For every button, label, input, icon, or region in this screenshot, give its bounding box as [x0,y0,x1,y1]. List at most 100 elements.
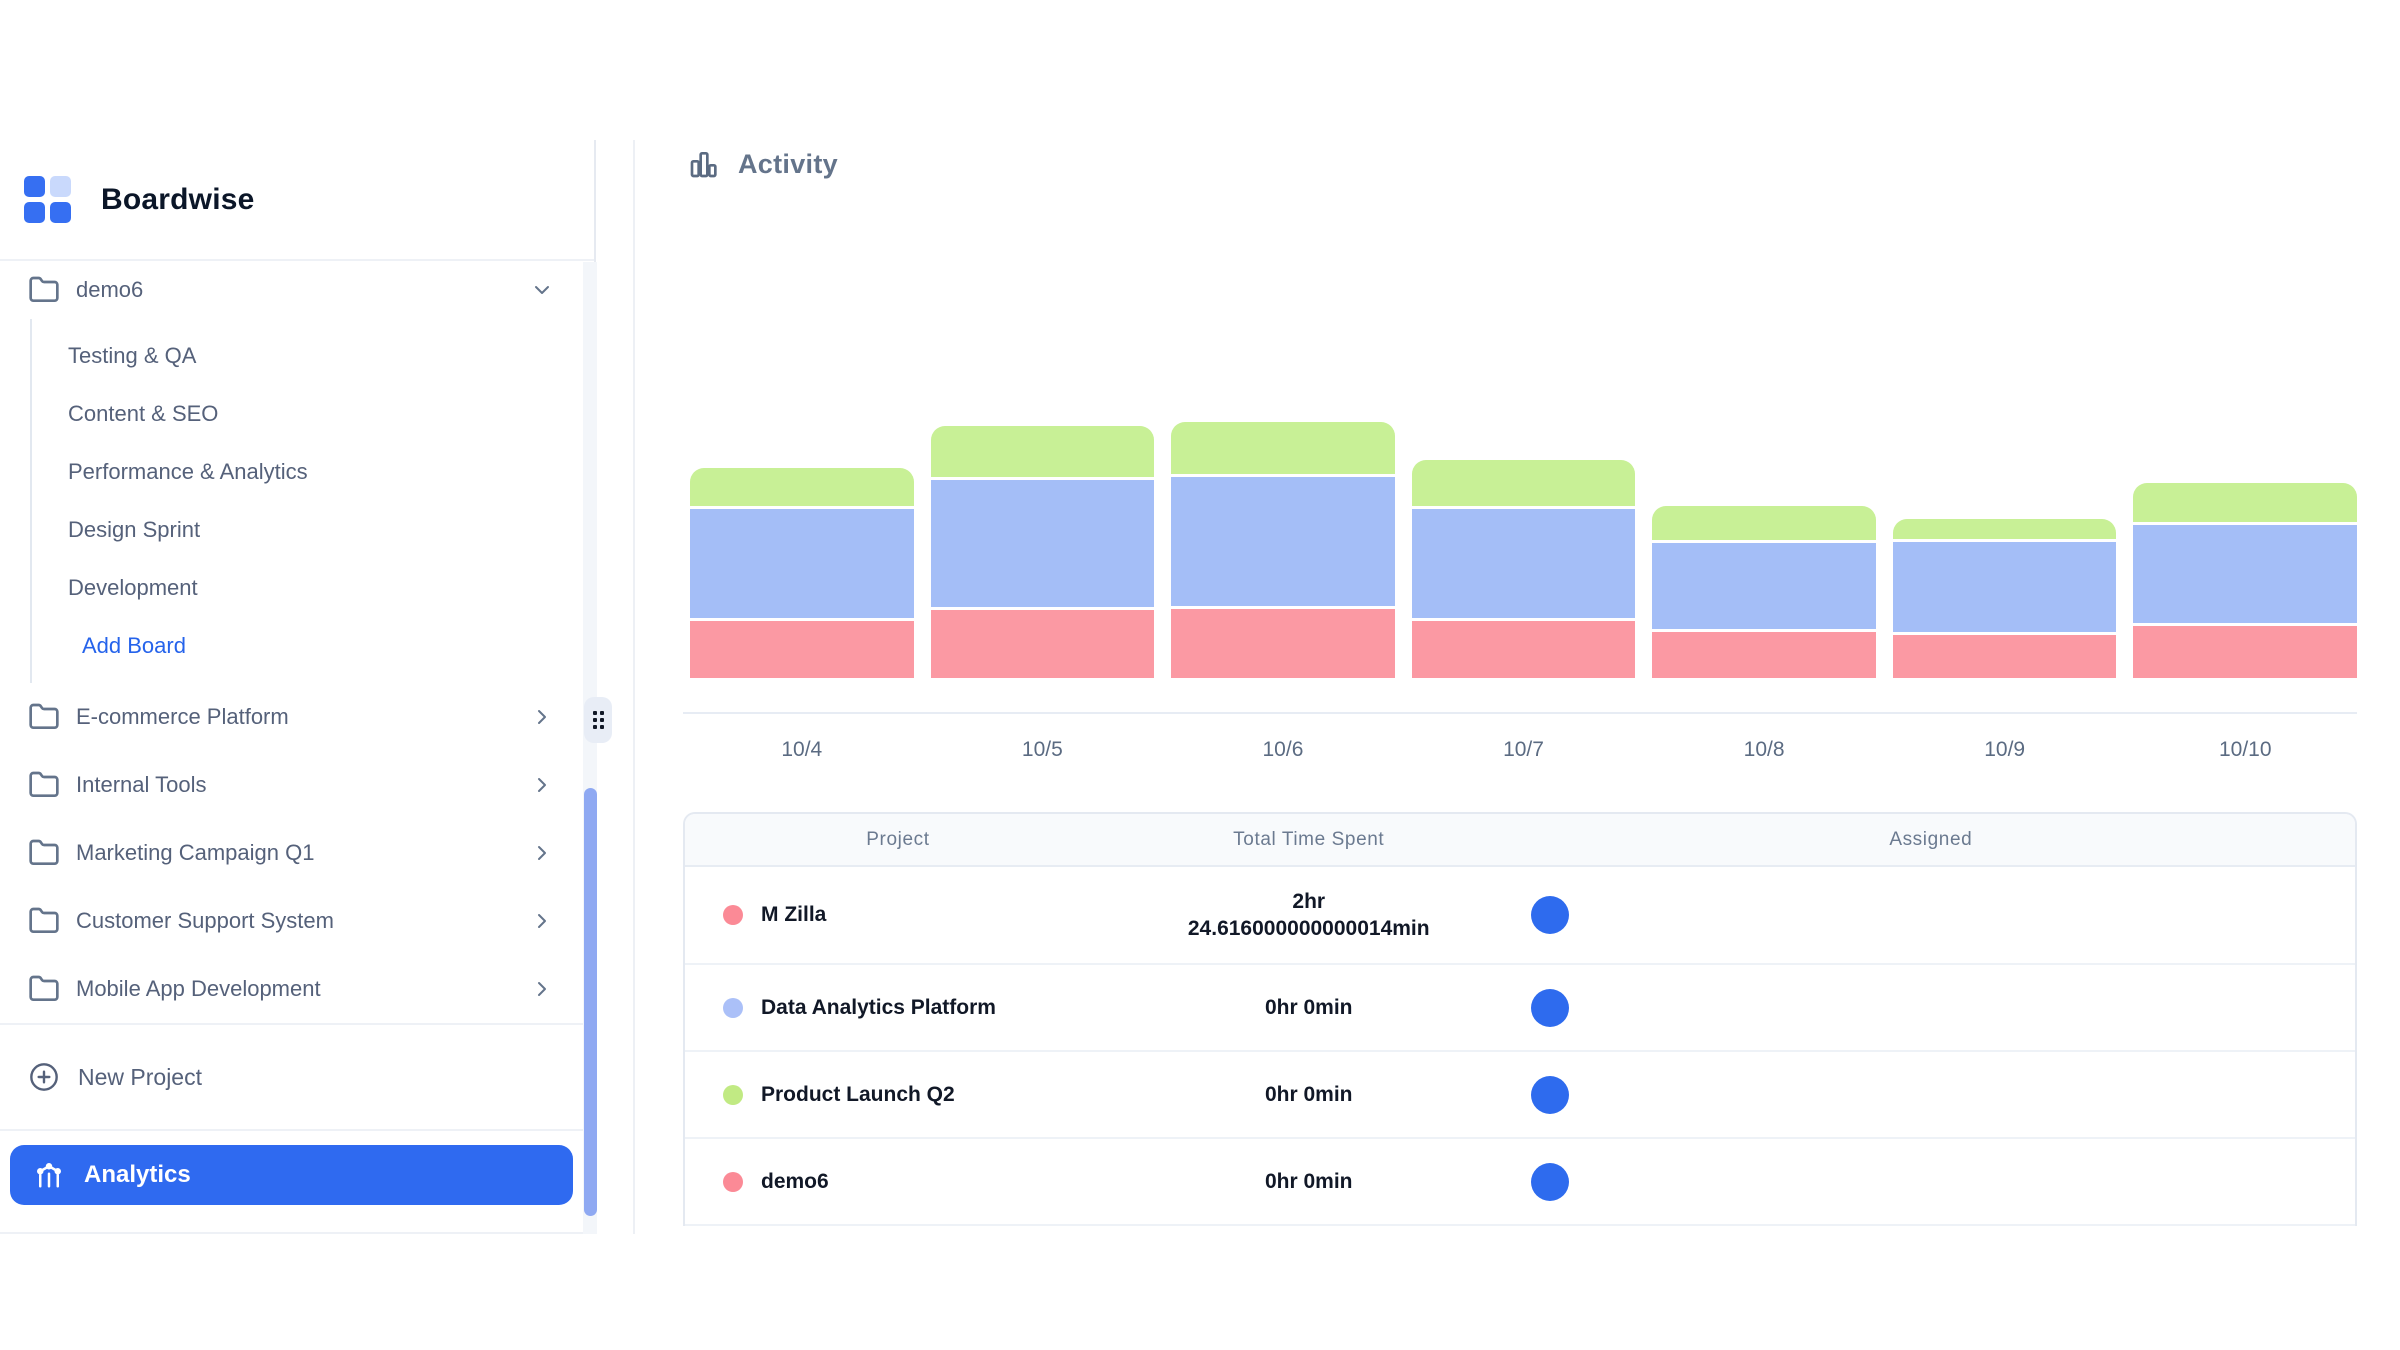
bar-segment-data-analytics-platform [1171,477,1395,606]
bar-segment-m-zilla [2133,626,2358,678]
x-tick-label: 10/5 [1021,738,1063,761]
bar-segment-product-launch-q2 [2133,483,2358,522]
panel-divider [633,140,635,1234]
sidebar-divider [0,1129,594,1131]
folder-icon [29,907,59,933]
board-item-design-sprint[interactable]: Design Sprint [68,517,201,542]
table-row-m-zilla: M Zilla 2hr 24.616000000000014min [685,867,2355,965]
project-cell: Data Analytics Platform [685,996,1111,1020]
board-item-testing-qa[interactable]: Testing & QA [68,343,197,368]
column-header-assigned: Assigned [1889,828,1973,850]
table-body: M Zilla 2hr 24.616000000000014min Data Anal… [685,867,2355,1226]
project-name: M Zilla [761,903,827,926]
bar-segment-m-zilla [1171,609,1395,678]
folder-icon [29,771,59,797]
bar-chart-icon [690,152,717,178]
project-nav: demo6 Testing & QA Content & SEO Performanc… [0,261,594,1131]
activity-header: Activity [688,148,838,180]
boardwise-logo-icon [24,176,71,223]
x-tick-label: 10/6 [1262,738,1304,761]
table-row-demo6: demo6 0hr 0min [685,1139,2355,1226]
bar-segment-data-analytics-platform [1411,509,1636,618]
sidebar-scrollbar-thumb[interactable] [584,788,597,1216]
bar-segment-data-analytics-platform [1892,542,2117,632]
sidebar-divider [0,1023,594,1025]
project-label: Mobile App Development [76,976,321,1001]
assignee-avatar[interactable] [1530,1162,1569,1201]
column-header-total-time: Total Time Spent [1233,828,1385,850]
assigned-cell [1507,1162,2355,1201]
chevron-right-icon [538,914,546,928]
sidebar-project-e-commerce-platform[interactable]: E-commerce Platform [0,683,594,751]
project-name: Product Launch Q2 [761,1082,955,1106]
bar-10-4 [690,468,914,678]
bar-segment-data-analytics-platform [2133,525,2358,623]
bar-segment-product-launch-q2 [1171,422,1395,474]
board-item-performance-analytics[interactable]: Performance & Analytics [68,459,308,484]
chevron-right-icon [538,710,546,724]
bar-segment-product-launch-q2 [1411,460,1636,506]
bar-segment-product-launch-q2 [1652,506,1876,540]
table-header-row: Project Total Time Spent Assigned [685,814,2355,867]
board-item-development[interactable]: Development [68,575,198,600]
bar-segment-m-zilla [1892,635,2117,678]
board-item-content-seo[interactable]: Content & SEO [68,401,219,426]
assignee-avatar[interactable] [1530,988,1569,1027]
sidebar-project-customer-support-system[interactable]: Customer Support System [0,887,594,955]
bar-10-6 [1171,422,1395,678]
project-label: demo6 [76,277,144,302]
bar-10-9 [1892,519,2117,678]
project-cell: M Zilla [685,903,1111,927]
add-board-button[interactable]: Add Board [82,633,186,658]
total-time-cell: 0hr 0min [1264,1170,1353,1193]
table-row-product-launch-q2: Product Launch Q2 0hr 0min [685,1052,2355,1139]
sidebar: Boardwise demo6 Testing & QA Content & SEO… [0,140,596,1234]
bar-segment-product-launch-q2 [1892,519,2117,539]
bar-10-7 [1411,460,1636,678]
sidebar-project-mobile-app-development[interactable]: Mobile App Development [0,955,594,1023]
chart-x-axis-labels: 10/4 10/5 10/6 10/7 10/8 10/9 10/10 [690,738,2357,762]
project-color-dot-icon [723,1084,743,1105]
sidebar-project-internal-tools[interactable]: Internal Tools [0,751,594,819]
app-title: Boardwise [101,182,255,216]
analytics-button[interactable]: Analytics [10,1145,573,1205]
analytics-label: Analytics [84,1161,191,1188]
bar-segment-m-zilla [690,621,914,678]
panel-resize-grip-icon[interactable] [584,697,612,743]
analytics-chart-icon [37,1163,61,1188]
chevron-right-icon [538,846,546,860]
project-label: Internal Tools [76,772,207,797]
bar-10-8 [1652,506,1876,678]
project-name: Data Analytics Platform [761,995,996,1019]
column-header-project: Project [866,828,930,850]
assigned-cell [1507,1075,2355,1114]
sidebar-project-marketing-campaign-q1[interactable]: Marketing Campaign Q1 [0,819,594,887]
bar-segment-m-zilla [1411,621,1636,678]
bar-10-5 [930,426,1155,678]
project-label: Marketing Campaign Q1 [76,840,315,865]
project-label: E-commerce Platform [76,704,289,729]
folder-icon [29,975,59,1001]
bar-segment-product-launch-q2 [690,468,914,506]
assignee-avatar[interactable] [1530,1075,1569,1114]
x-tick-label: 10/10 [2218,738,2272,761]
project-color-dot-icon [723,997,743,1018]
new-project-button[interactable]: New Project [0,1025,594,1129]
project-label: Customer Support System [76,908,334,933]
project-color-dot-icon [723,905,743,925]
folder-icon [29,276,59,302]
assigned-cell [1507,988,2355,1027]
assignee-avatar[interactable] [1530,896,1569,934]
activity-title: Activity [738,148,838,179]
folder-icon [29,839,59,865]
chevron-down-icon [535,286,549,294]
sidebar-project-demo6[interactable]: demo6 [0,261,594,319]
chart-x-axis [683,712,2357,714]
project-cell: demo6 [685,1170,1111,1194]
chevron-right-icon [538,778,546,792]
new-project-label: New Project [78,1063,202,1090]
total-time-cell: 0hr 0min [1264,996,1353,1019]
bar-segment-m-zilla [1652,632,1876,678]
bar-segment-data-analytics-platform [1652,543,1876,629]
